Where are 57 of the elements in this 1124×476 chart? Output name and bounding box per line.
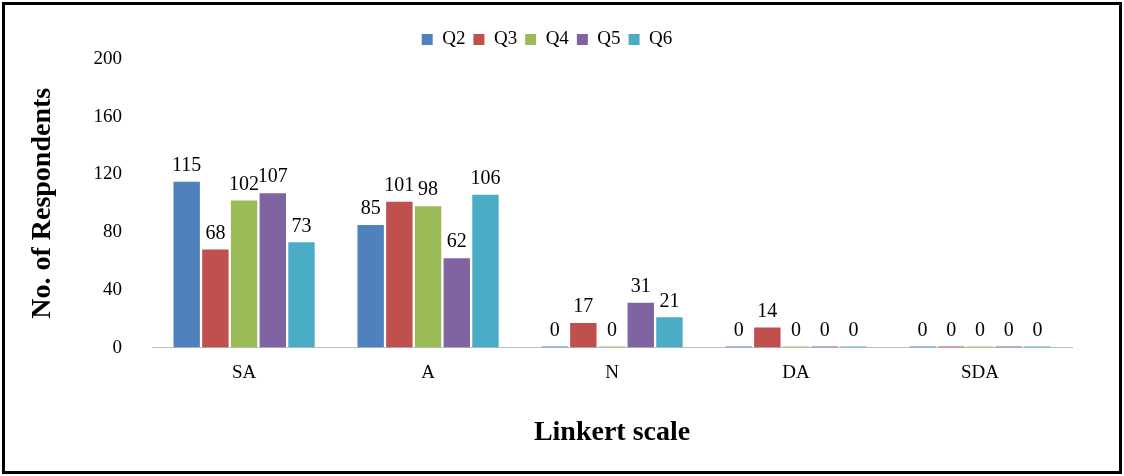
- data-label: 0: [975, 317, 986, 340]
- data-label: 107: [257, 164, 288, 187]
- y-tick-label: 120: [93, 162, 123, 184]
- bar: [173, 181, 200, 348]
- bar: [230, 200, 258, 348]
- legend-label: Q5: [597, 27, 621, 49]
- legend-label: Q3: [493, 27, 518, 49]
- data-label: 0: [791, 317, 802, 340]
- data-label: 98: [418, 177, 439, 200]
- bar: [656, 317, 683, 348]
- data-label: 0: [549, 317, 560, 340]
- data-label: 31: [630, 274, 651, 297]
- x-tick-label: SDA: [961, 360, 1000, 382]
- x-axis-title: Linkert scale: [533, 415, 691, 447]
- data-label: 0: [1003, 317, 1014, 340]
- y-tick-label: 40: [103, 277, 123, 299]
- data-label: 73: [291, 213, 312, 236]
- data-label: 68: [205, 220, 226, 243]
- bar: [288, 242, 315, 348]
- bar: [414, 206, 442, 348]
- data-label: 0: [733, 317, 744, 340]
- data-label: 0: [946, 317, 957, 340]
- data-label: 106: [470, 165, 501, 188]
- bar: [386, 201, 413, 348]
- data-label: 0: [819, 317, 830, 340]
- bar: [627, 302, 654, 348]
- data-label: 115: [172, 152, 202, 175]
- y-tick-label: 80: [103, 220, 123, 242]
- data-label: 0: [848, 317, 859, 340]
- x-tick-label: A: [421, 360, 436, 382]
- data-label: 21: [659, 288, 680, 311]
- data-label: 17: [573, 294, 594, 317]
- data-label: 85: [360, 196, 381, 219]
- y-tick-label: 200: [93, 46, 123, 68]
- bar: [202, 249, 229, 348]
- bar: [754, 327, 781, 348]
- x-tick-label: SA: [231, 360, 257, 382]
- data-label: 101: [384, 173, 415, 196]
- bar: [443, 258, 470, 348]
- data-label: 0: [607, 317, 618, 340]
- legend-label: Q2: [442, 27, 466, 49]
- data-label: 62: [446, 229, 467, 252]
- y-axis-title: No. of Respondents: [25, 87, 57, 319]
- legend-label: Q6: [649, 27, 673, 49]
- x-tick-label: DA: [782, 360, 811, 382]
- x-tick-label: N: [605, 360, 620, 382]
- data-label: 102: [229, 171, 260, 194]
- bar: [472, 194, 499, 348]
- y-tick-label: 160: [93, 104, 123, 126]
- data-label: 0: [917, 317, 928, 340]
- legend-label: Q4: [545, 27, 570, 49]
- bar: [570, 323, 597, 348]
- data-label: 14: [757, 298, 778, 321]
- bar: [259, 193, 286, 348]
- y-tick-label: 0: [112, 335, 123, 357]
- data-label: 0: [1032, 317, 1043, 340]
- bar: [357, 224, 384, 348]
